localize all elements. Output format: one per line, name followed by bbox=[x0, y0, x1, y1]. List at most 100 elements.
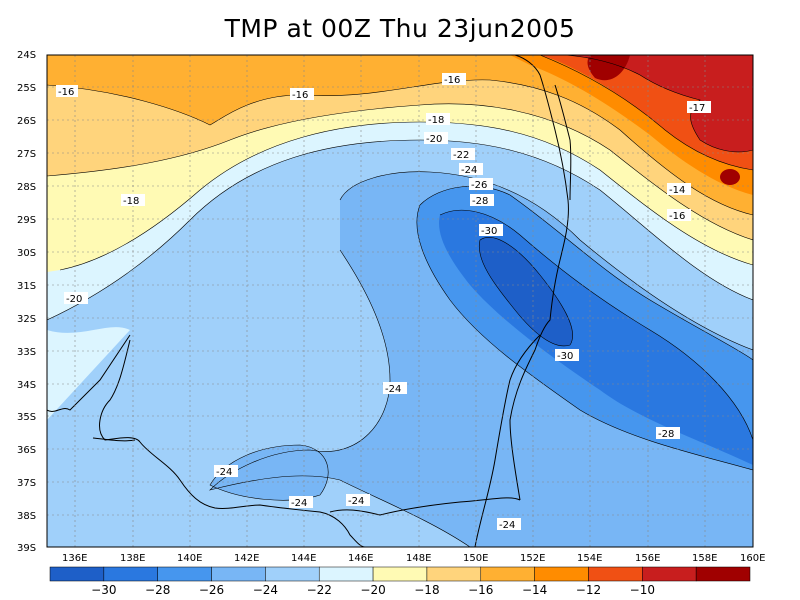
lat-label: 35S bbox=[17, 412, 36, 423]
band-dark-red-spot bbox=[720, 169, 740, 185]
contour-label: -16 bbox=[667, 209, 691, 222]
colorbar-swatch bbox=[103, 566, 158, 582]
svg-text:-16: -16 bbox=[58, 87, 74, 98]
svg-text:-24: -24 bbox=[348, 496, 364, 507]
lon-label: 156E bbox=[635, 553, 660, 564]
lat-label: 27S bbox=[17, 149, 36, 160]
band-orange bbox=[47, 55, 753, 215]
lon-label: 140E bbox=[177, 553, 202, 564]
svg-text:-28: -28 bbox=[472, 196, 488, 207]
colorbar-label: −24 bbox=[253, 583, 278, 597]
lat-label: 33S bbox=[17, 347, 36, 358]
plot-frame bbox=[46, 54, 754, 548]
svg-text:-20: -20 bbox=[426, 134, 442, 145]
svg-text:-24: -24 bbox=[291, 498, 307, 509]
colorbar-swatch bbox=[480, 566, 535, 582]
svg-text:-18: -18 bbox=[428, 115, 444, 126]
svg-text:-14: -14 bbox=[669, 185, 685, 196]
svg-text:-30: -30 bbox=[557, 351, 573, 362]
svg-text:-22: -22 bbox=[453, 150, 469, 161]
lon-label: 150E bbox=[463, 553, 488, 564]
lon-label: 158E bbox=[692, 553, 717, 564]
filled-contours bbox=[47, 55, 753, 547]
band-medium-blue bbox=[210, 171, 753, 547]
lon-label: 154E bbox=[577, 553, 602, 564]
contour-label: -30 bbox=[479, 224, 503, 237]
contour-label: -22 bbox=[451, 148, 475, 161]
contour-label: -24 bbox=[289, 496, 313, 509]
colorbar-label: −12 bbox=[576, 583, 601, 597]
colorbar-swatch bbox=[49, 566, 105, 582]
contour-label: -24 bbox=[497, 518, 521, 531]
colorbar-swatch bbox=[318, 566, 374, 582]
gridlines bbox=[47, 55, 753, 547]
latitude-axis: 24S 25S 26S 27S 28S 29S 30S 31S 32S 33S … bbox=[17, 50, 36, 554]
colorbar-label: −22 bbox=[307, 583, 332, 597]
lat-label: 38S bbox=[17, 511, 36, 522]
lon-label: 144E bbox=[291, 553, 316, 564]
contour-label: -30 bbox=[555, 349, 579, 362]
colorbar-swatch bbox=[588, 566, 643, 582]
svg-text:-17: -17 bbox=[689, 103, 705, 114]
svg-text:-24: -24 bbox=[499, 520, 515, 531]
colorbar-label: −18 bbox=[414, 583, 439, 597]
map-title: TMP at 00Z Thu 23jun2005 bbox=[224, 14, 576, 43]
lat-label: 28S bbox=[17, 182, 36, 193]
colorbar-swatch bbox=[642, 566, 697, 582]
contour-label: -16 bbox=[56, 85, 78, 98]
lon-label: 142E bbox=[234, 553, 259, 564]
lat-label: 31S bbox=[17, 281, 36, 292]
colorbar-label: −30 bbox=[91, 583, 116, 597]
contour-label: -24 bbox=[459, 163, 483, 176]
lat-label: 29S bbox=[17, 215, 36, 226]
svg-text:-24: -24 bbox=[216, 467, 232, 478]
colorbar-label: −16 bbox=[468, 583, 493, 597]
lat-label: 34S bbox=[17, 380, 36, 391]
band-red bbox=[565, 55, 753, 152]
lat-label: 36S bbox=[17, 445, 36, 456]
colorbar-swatch bbox=[426, 566, 482, 582]
colorbar: −30 −28 −26 −24 −22 −20 −18 −16 −14 −12 −10 bbox=[49, 566, 751, 597]
lat-label: 30S bbox=[17, 248, 36, 259]
svg-text:-24: -24 bbox=[385, 384, 401, 395]
svg-text:-20: -20 bbox=[66, 294, 82, 305]
contour-label: -20 bbox=[64, 292, 88, 305]
colorbar-swatch bbox=[211, 566, 266, 582]
contour-label: -24 bbox=[383, 382, 407, 395]
band-dark-red bbox=[587, 55, 630, 81]
colorbar-swatch bbox=[265, 566, 320, 582]
colorbar-swatch bbox=[534, 566, 589, 582]
contour-label: -14 bbox=[667, 183, 691, 196]
svg-text:-24: -24 bbox=[461, 165, 477, 176]
lon-label: 136E bbox=[62, 553, 87, 564]
band-darkest-blue bbox=[479, 237, 573, 346]
colorbar-swatch bbox=[157, 566, 212, 582]
colorbar-label: −20 bbox=[360, 583, 385, 597]
colorbar-label: −10 bbox=[630, 583, 655, 597]
lon-label: 146E bbox=[348, 553, 373, 564]
lat-label: 26S bbox=[17, 116, 36, 127]
colorbar-swatch bbox=[695, 566, 751, 582]
contour-label: -28 bbox=[656, 427, 680, 440]
longitude-axis: 136E 138E 140E 142E 144E 146E 148E 150E … bbox=[62, 553, 765, 564]
contour-label: -17 bbox=[687, 101, 711, 114]
contour-label: -20 bbox=[424, 132, 448, 145]
lat-label: 37S bbox=[17, 478, 36, 489]
colorbar-label: −26 bbox=[199, 583, 224, 597]
svg-text:-30: -30 bbox=[481, 226, 497, 237]
colorbar-label: −14 bbox=[522, 583, 547, 597]
lon-label: 148E bbox=[406, 553, 431, 564]
colorbar-label: −28 bbox=[145, 583, 170, 597]
contour-label: -18 bbox=[426, 113, 450, 126]
lon-label: 160E bbox=[740, 553, 765, 564]
svg-text:-26: -26 bbox=[471, 180, 487, 191]
contour-label: -16 bbox=[442, 73, 466, 86]
lon-label: 138E bbox=[120, 553, 145, 564]
colorbar-swatch bbox=[372, 566, 428, 582]
svg-text:-16: -16 bbox=[292, 90, 308, 101]
lat-label: 39S bbox=[17, 543, 36, 554]
svg-text:-16: -16 bbox=[669, 211, 685, 222]
lat-label: 32S bbox=[17, 314, 36, 325]
contour-label: -28 bbox=[470, 194, 494, 207]
